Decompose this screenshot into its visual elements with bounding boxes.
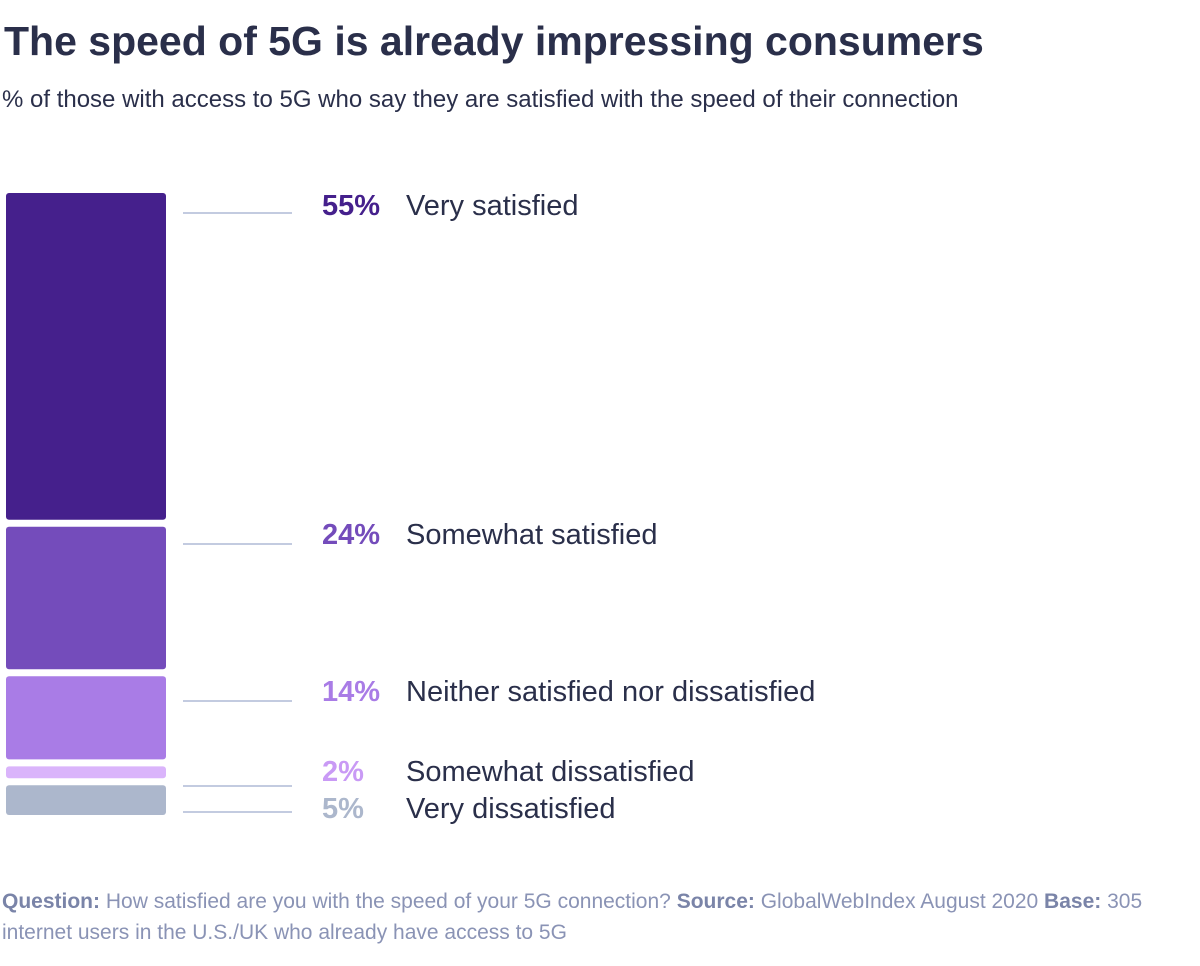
bar-segment (6, 785, 166, 815)
bar-segment (6, 193, 166, 520)
value-label: 24% (322, 519, 381, 551)
base-text: 305 internet users in the U.S./UK who al… (2, 890, 1143, 944)
source-text: GlobalWebIndex August 2020 (760, 890, 1039, 913)
chart-subtitle: % of those with access to 5G who say the… (2, 86, 959, 113)
category-label: Very dissatisfied (406, 793, 616, 825)
value-label: 55% (322, 190, 381, 222)
value-label: 5% (322, 793, 364, 825)
source-label: Source: (676, 890, 755, 913)
category-label: Somewhat dissatisfied (406, 756, 695, 788)
category-label: Neither satisfied nor dissatisfied (406, 676, 816, 708)
value-label: 14% (322, 676, 381, 708)
footer-note: Question: How satisfied are you with the… (2, 886, 1162, 948)
bar-segment (6, 676, 166, 760)
base-label: Base: (1044, 890, 1102, 913)
category-label: Somewhat satisfied (406, 519, 658, 551)
chart-title: The speed of 5G is already impressing co… (4, 18, 984, 64)
bar-segment (6, 526, 166, 670)
value-label: 2% (322, 756, 364, 788)
bar-segment (6, 766, 166, 779)
question-label: Question: (2, 890, 100, 913)
question-text: How satisfied are you with the speed of … (105, 890, 671, 913)
category-label: Very satisfied (406, 190, 579, 222)
